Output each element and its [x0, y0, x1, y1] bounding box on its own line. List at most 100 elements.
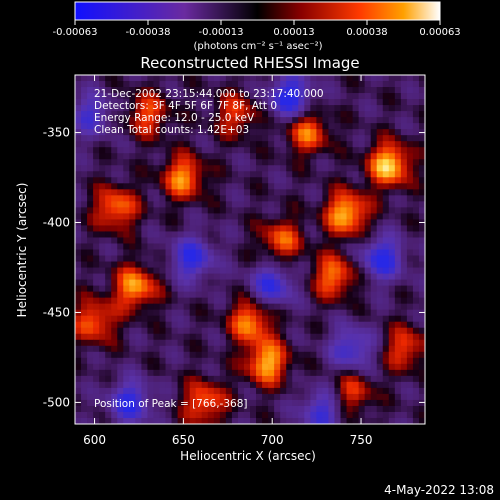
- heatmap-cell: [274, 273, 281, 280]
- heatmap-cell: [123, 123, 130, 130]
- heatmap-cell: [262, 183, 269, 190]
- heatmap-cell: [322, 333, 329, 341]
- heatmap-cell: [165, 339, 172, 347]
- heatmap-cell: [328, 135, 335, 142]
- colorbar-tick-label: 0.00013: [273, 27, 314, 38]
- heatmap-cell: [310, 315, 317, 323]
- heatmap-cell: [250, 279, 257, 287]
- heatmap-cell: [165, 291, 172, 299]
- heatmap-cell: [358, 183, 366, 190]
- heatmap-cell: [231, 327, 239, 335]
- heatmap-cell: [412, 339, 420, 347]
- heatmap-cell: [183, 339, 191, 347]
- heatmap-cell: [237, 81, 245, 88]
- heatmap-cell: [105, 417, 112, 425]
- heatmap-cell: [243, 417, 251, 425]
- heatmap-cell: [412, 261, 420, 268]
- heatmap-cell: [165, 321, 172, 329]
- heatmap-cell: [213, 417, 221, 425]
- heatmap-cell: [400, 267, 408, 274]
- heatmap-cell: [129, 279, 136, 287]
- heatmap-cell: [328, 255, 335, 262]
- heatmap-cell: [262, 153, 269, 160]
- heatmap-cell: [274, 111, 281, 118]
- heatmap-cell: [153, 99, 160, 106]
- heatmap-cell: [334, 411, 341, 419]
- heatmap-cell: [400, 213, 408, 220]
- heatmap-cell: [268, 297, 275, 305]
- heatmap-cell: [147, 195, 154, 202]
- heatmap-cell: [165, 213, 172, 220]
- heatmap-cell: [189, 213, 197, 220]
- heatmap-cell: [274, 105, 281, 112]
- heatmap-cell: [237, 195, 245, 202]
- heatmap-cell: [340, 141, 347, 148]
- heatmap-cell: [201, 411, 209, 419]
- heatmap-cell: [304, 111, 311, 118]
- heatmap-cell: [316, 297, 323, 305]
- heatmap-cell: [129, 363, 136, 371]
- heatmap-cell: [99, 297, 106, 305]
- heatmap-cell: [304, 213, 311, 220]
- heatmap-cell: [207, 273, 215, 280]
- heatmap-cell: [93, 177, 100, 184]
- heatmap-cell: [147, 369, 154, 377]
- heatmap-cell: [310, 189, 317, 196]
- heatmap-cell: [358, 291, 366, 299]
- heatmap-cell: [159, 135, 166, 142]
- heatmap-cell: [280, 327, 287, 335]
- heatmap-cell: [310, 237, 317, 244]
- heatmap-cell: [225, 231, 233, 238]
- heatmap-cell: [117, 333, 124, 341]
- heatmap-cell: [310, 213, 317, 220]
- heatmap-cell: [237, 279, 245, 287]
- heatmap-cell: [382, 87, 390, 94]
- heatmap-cell: [195, 159, 203, 166]
- x-tick-label: 700: [261, 433, 284, 447]
- heatmap-cell: [394, 129, 402, 136]
- heatmap-cell: [195, 279, 203, 287]
- heatmap-cell: [165, 117, 172, 124]
- heatmap-cell: [129, 165, 136, 172]
- heatmap-cell: [225, 87, 233, 94]
- heatmap-cell: [183, 387, 191, 395]
- heatmap-cell: [87, 369, 94, 377]
- heatmap-cell: [376, 375, 384, 383]
- heatmap-cell: [225, 291, 233, 299]
- heatmap-cell: [147, 417, 154, 425]
- heatmap-cell: [117, 93, 124, 100]
- heatmap-cell: [286, 195, 293, 202]
- heatmap-cell: [322, 111, 329, 118]
- heatmap-cell: [207, 231, 215, 238]
- heatmap-cell: [286, 345, 293, 353]
- heatmap-cell: [328, 147, 335, 154]
- heatmap-cell: [274, 375, 281, 383]
- heatmap-cell: [159, 129, 166, 136]
- heatmap-cell: [352, 303, 360, 311]
- heatmap-cell: [256, 297, 263, 305]
- heatmap-cell: [87, 117, 94, 124]
- heatmap-cell: [189, 351, 197, 359]
- heatmap-cell: [153, 261, 160, 268]
- heatmap-cell: [135, 147, 142, 154]
- heatmap-cell: [316, 81, 323, 88]
- heatmap-cell: [99, 273, 106, 280]
- heatmap-cell: [370, 243, 378, 250]
- heatmap-cell: [105, 135, 112, 142]
- heatmap-cell: [388, 87, 396, 94]
- heatmap-cell: [322, 249, 329, 256]
- heatmap-cell: [153, 339, 160, 347]
- heatmap-cell: [394, 387, 402, 395]
- heatmap-cell: [334, 351, 341, 359]
- heatmap-cell: [111, 93, 118, 100]
- heatmap-cell: [376, 243, 384, 250]
- heatmap-cell: [123, 405, 130, 413]
- heatmap-cell: [189, 279, 197, 287]
- heatmap-cell: [237, 333, 245, 341]
- heatmap-cell: [352, 159, 360, 166]
- heatmap-cell: [231, 159, 239, 166]
- heatmap-cell: [412, 375, 420, 383]
- heatmap-cell: [376, 141, 384, 148]
- heatmap-cell: [304, 357, 311, 365]
- heatmap-cell: [262, 255, 269, 262]
